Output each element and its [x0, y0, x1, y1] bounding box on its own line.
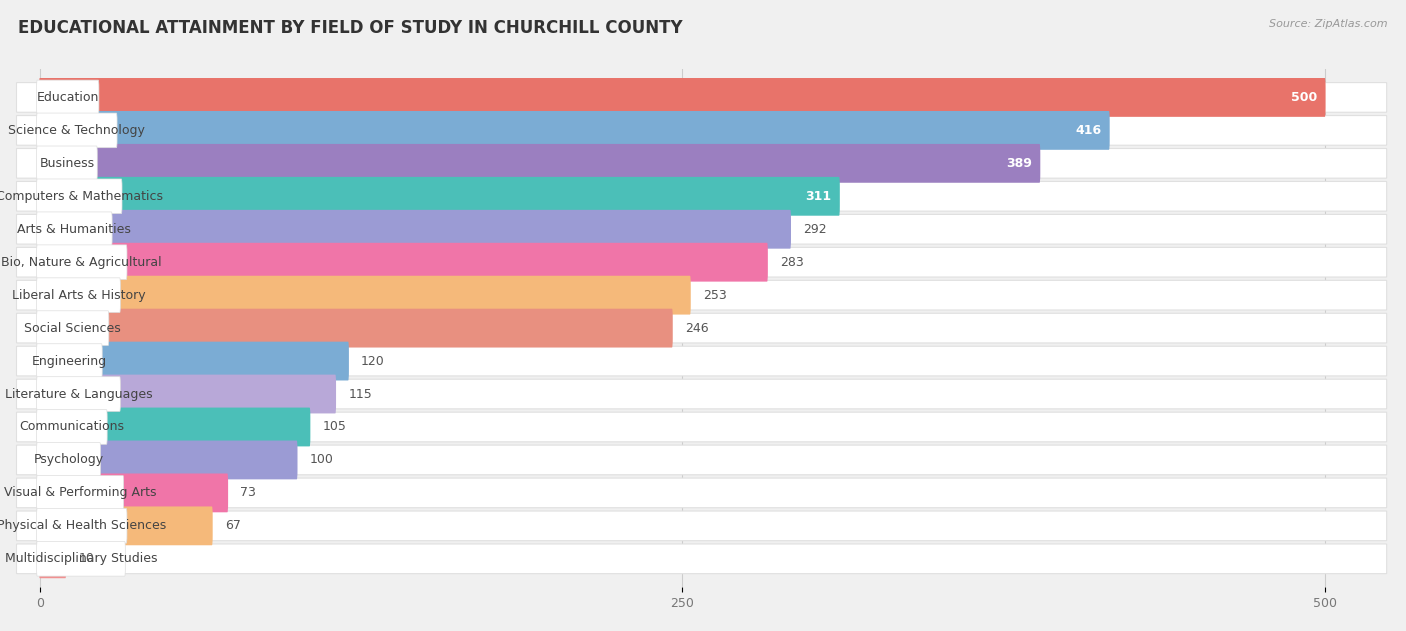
Text: 500: 500	[1291, 91, 1317, 104]
Text: 292: 292	[803, 223, 827, 236]
FancyBboxPatch shape	[17, 280, 1386, 310]
Text: Literature & Languages: Literature & Languages	[4, 387, 152, 401]
FancyBboxPatch shape	[37, 146, 97, 180]
FancyBboxPatch shape	[17, 511, 1386, 541]
Text: Communications: Communications	[20, 420, 124, 433]
FancyBboxPatch shape	[17, 247, 1386, 277]
FancyBboxPatch shape	[17, 379, 1386, 409]
Text: 246: 246	[685, 322, 709, 334]
FancyBboxPatch shape	[17, 182, 1386, 211]
Text: Arts & Humanities: Arts & Humanities	[17, 223, 131, 236]
Text: Education: Education	[37, 91, 98, 104]
FancyBboxPatch shape	[39, 210, 792, 249]
FancyBboxPatch shape	[37, 442, 101, 477]
FancyBboxPatch shape	[37, 311, 108, 345]
Text: Bio, Nature & Agricultural: Bio, Nature & Agricultural	[1, 256, 162, 269]
FancyBboxPatch shape	[37, 245, 127, 280]
FancyBboxPatch shape	[39, 243, 768, 281]
FancyBboxPatch shape	[39, 440, 298, 480]
FancyBboxPatch shape	[37, 410, 107, 444]
FancyBboxPatch shape	[39, 408, 311, 446]
Text: 253: 253	[703, 288, 727, 302]
FancyBboxPatch shape	[39, 144, 1040, 183]
FancyBboxPatch shape	[37, 377, 121, 411]
FancyBboxPatch shape	[37, 278, 121, 312]
Text: 283: 283	[780, 256, 804, 269]
FancyBboxPatch shape	[17, 544, 1386, 574]
FancyBboxPatch shape	[39, 341, 349, 380]
FancyBboxPatch shape	[17, 478, 1386, 508]
Text: 115: 115	[349, 387, 373, 401]
FancyBboxPatch shape	[37, 80, 98, 115]
FancyBboxPatch shape	[17, 115, 1386, 145]
Text: Computers & Mathematics: Computers & Mathematics	[0, 190, 163, 203]
Text: Source: ZipAtlas.com: Source: ZipAtlas.com	[1270, 19, 1388, 29]
FancyBboxPatch shape	[39, 276, 690, 315]
Text: 100: 100	[309, 454, 333, 466]
FancyBboxPatch shape	[37, 113, 117, 148]
Text: 416: 416	[1076, 124, 1101, 137]
FancyBboxPatch shape	[39, 111, 1109, 150]
FancyBboxPatch shape	[17, 445, 1386, 475]
FancyBboxPatch shape	[37, 179, 122, 214]
FancyBboxPatch shape	[39, 540, 66, 578]
FancyBboxPatch shape	[17, 313, 1386, 343]
Text: Psychology: Psychology	[34, 454, 104, 466]
Text: EDUCATIONAL ATTAINMENT BY FIELD OF STUDY IN CHURCHILL COUNTY: EDUCATIONAL ATTAINMENT BY FIELD OF STUDY…	[18, 19, 683, 37]
FancyBboxPatch shape	[39, 375, 336, 413]
FancyBboxPatch shape	[17, 83, 1386, 112]
Text: Physical & Health Sciences: Physical & Health Sciences	[0, 519, 166, 533]
FancyBboxPatch shape	[39, 309, 672, 348]
Text: Social Sciences: Social Sciences	[24, 322, 121, 334]
Text: 73: 73	[240, 487, 256, 499]
FancyBboxPatch shape	[39, 177, 839, 216]
FancyBboxPatch shape	[17, 215, 1386, 244]
FancyBboxPatch shape	[39, 78, 1326, 117]
Text: 105: 105	[322, 420, 346, 433]
Text: 10: 10	[79, 552, 94, 565]
FancyBboxPatch shape	[37, 476, 124, 510]
FancyBboxPatch shape	[37, 212, 112, 247]
Text: Liberal Arts & History: Liberal Arts & History	[11, 288, 145, 302]
FancyBboxPatch shape	[39, 507, 212, 545]
Text: Business: Business	[39, 157, 94, 170]
Text: 67: 67	[225, 519, 240, 533]
FancyBboxPatch shape	[39, 473, 228, 512]
FancyBboxPatch shape	[37, 344, 103, 379]
FancyBboxPatch shape	[17, 412, 1386, 442]
Text: 120: 120	[361, 355, 385, 368]
Text: 311: 311	[806, 190, 831, 203]
FancyBboxPatch shape	[17, 346, 1386, 376]
FancyBboxPatch shape	[37, 541, 125, 576]
Text: Multidisciplinary Studies: Multidisciplinary Studies	[4, 552, 157, 565]
Text: Science & Technology: Science & Technology	[8, 124, 145, 137]
FancyBboxPatch shape	[37, 509, 127, 543]
Text: 389: 389	[1005, 157, 1032, 170]
Text: Visual & Performing Arts: Visual & Performing Arts	[4, 487, 156, 499]
Text: Engineering: Engineering	[32, 355, 107, 368]
FancyBboxPatch shape	[17, 148, 1386, 178]
